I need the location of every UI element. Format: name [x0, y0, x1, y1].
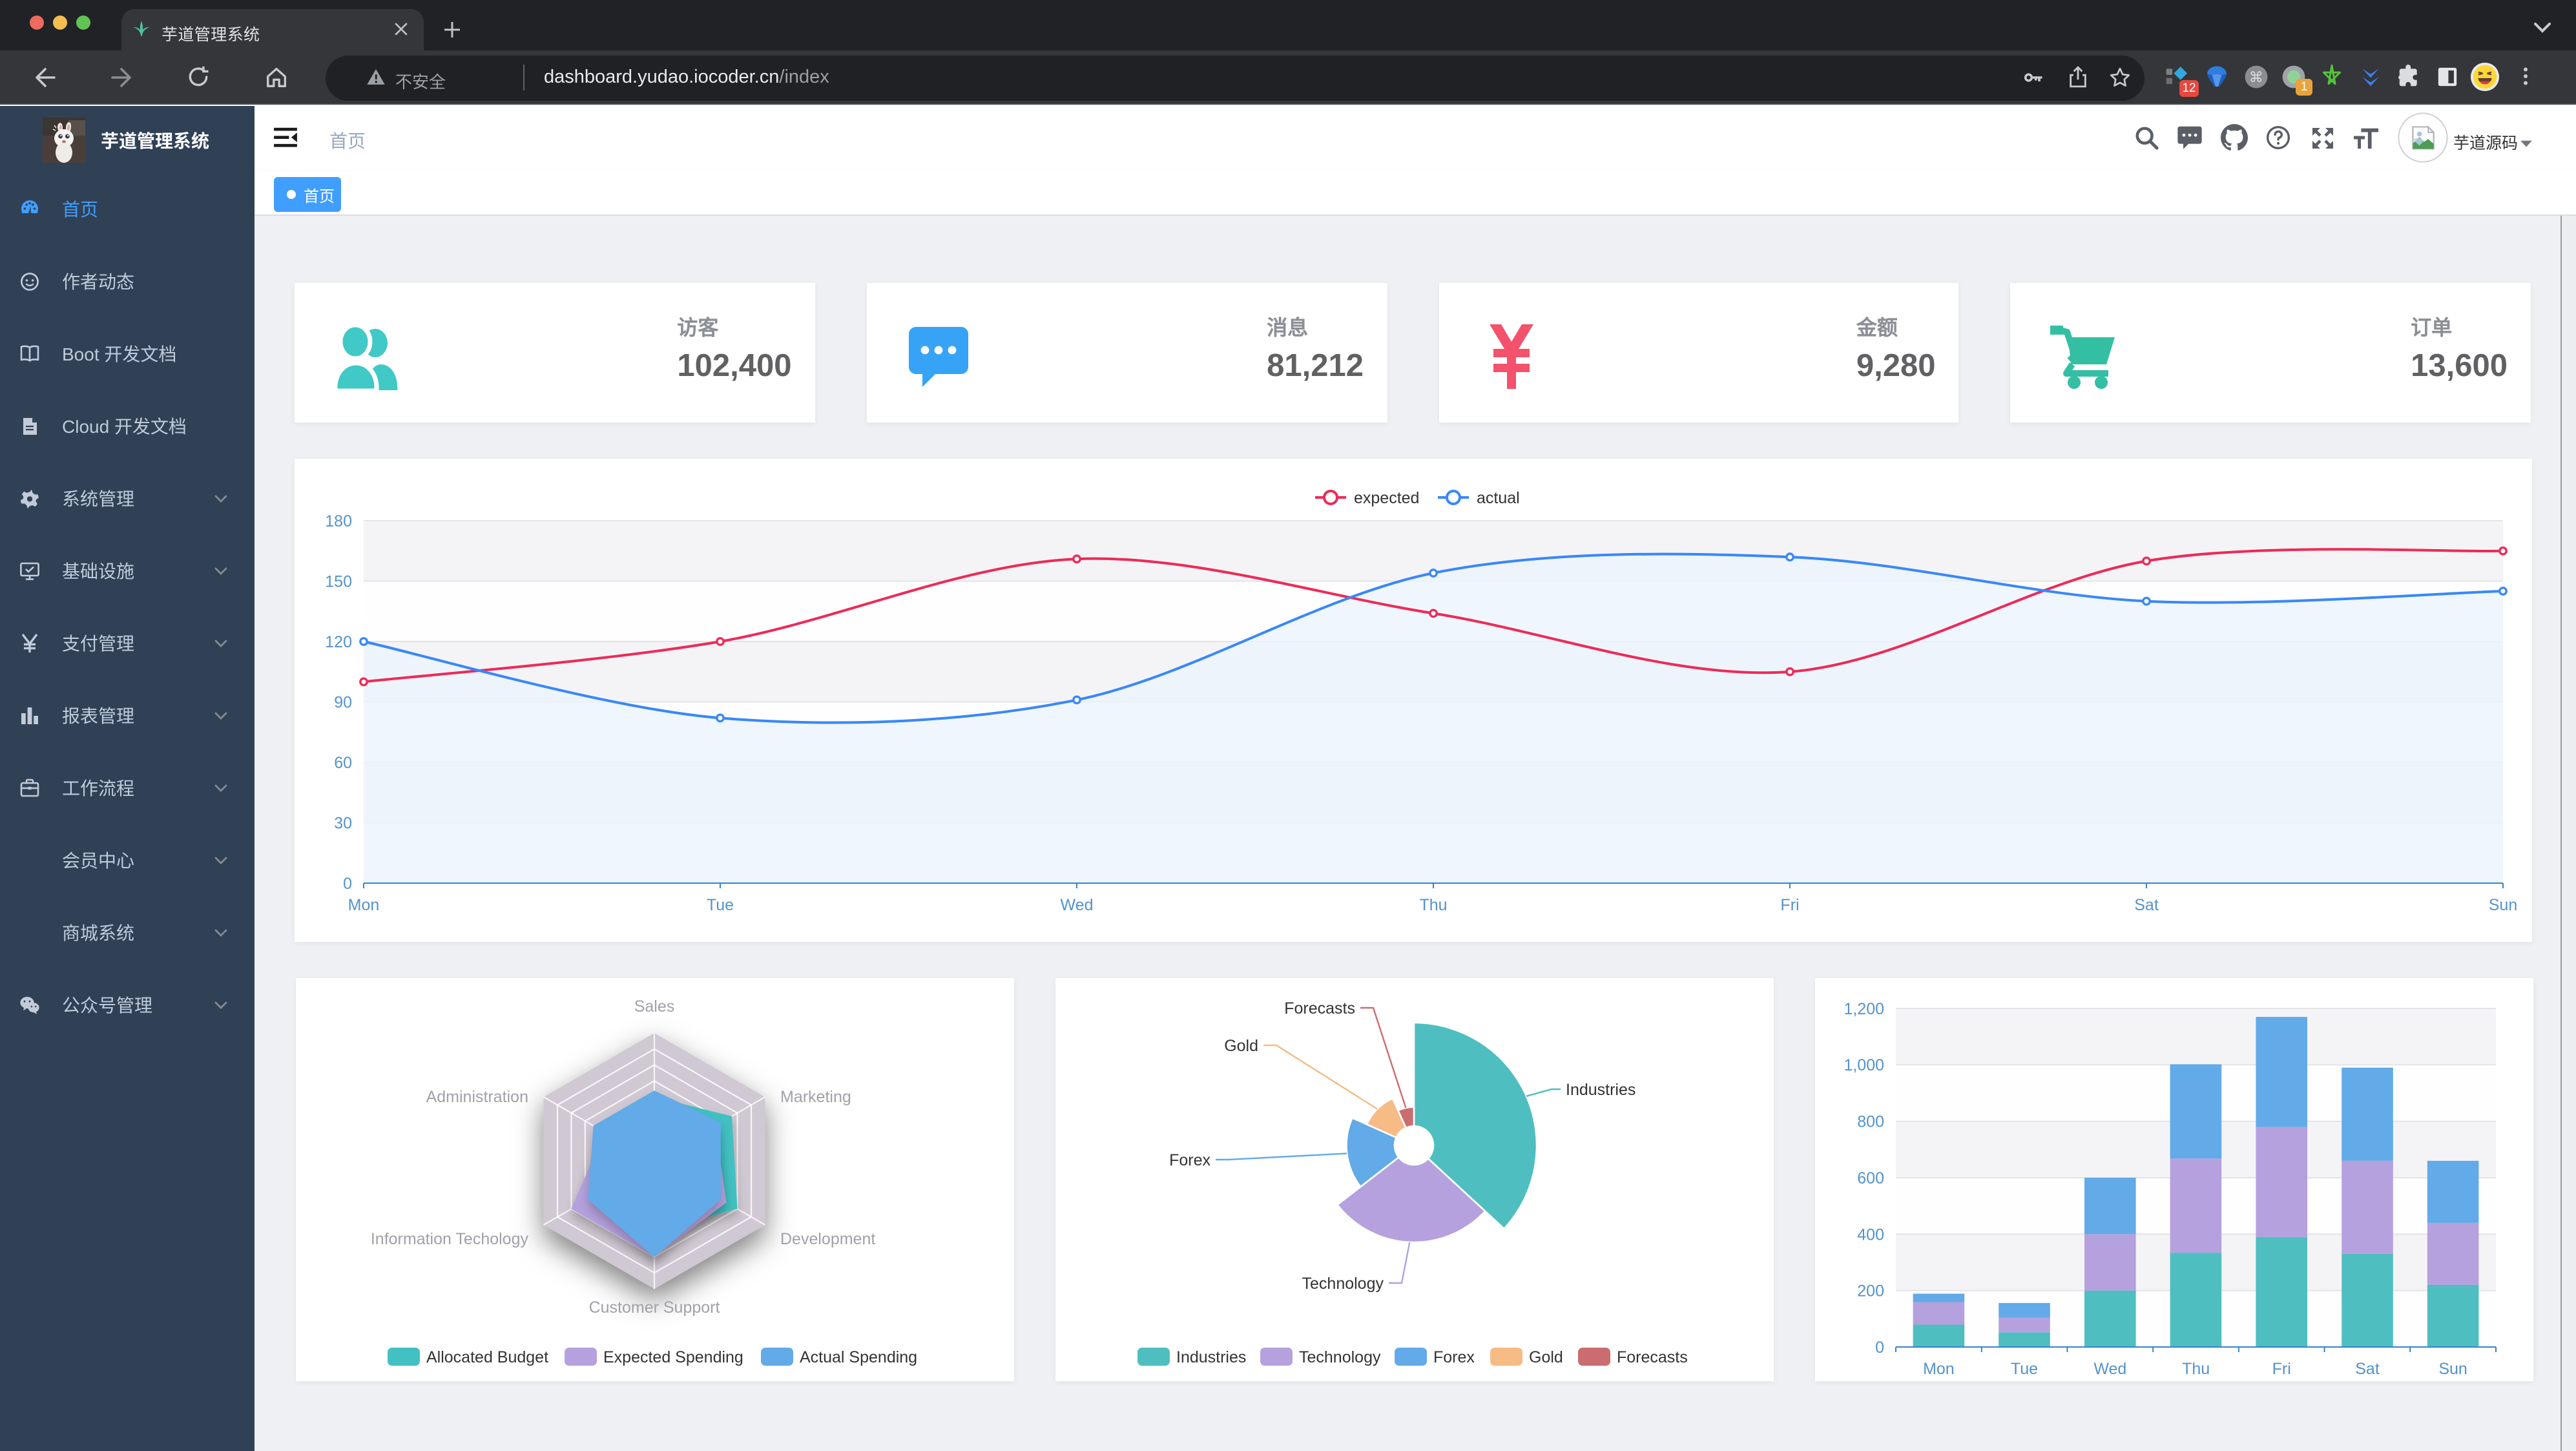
svg-text:120: 120 [325, 633, 352, 651]
svg-text:Technology: Technology [1302, 1275, 1384, 1293]
svg-text:90: 90 [334, 694, 352, 712]
svg-text:30: 30 [334, 814, 352, 832]
svg-text:Marketing: Marketing [780, 1088, 851, 1106]
svg-text:Tue: Tue [707, 896, 734, 914]
svg-text:Allocated Budget: Allocated Budget [426, 1348, 548, 1366]
svg-text:Sat: Sat [2355, 1360, 2380, 1378]
svg-text:Technology: Technology [1299, 1348, 1381, 1366]
svg-text:150: 150 [325, 572, 352, 590]
svg-text:1,200: 1,200 [1844, 1000, 1884, 1018]
svg-text:1,000: 1,000 [1844, 1056, 1884, 1074]
svg-text:expected: expected [1354, 489, 1419, 507]
svg-text:Sun: Sun [2438, 1360, 2467, 1378]
svg-text:60: 60 [334, 754, 352, 772]
svg-text:0: 0 [343, 875, 352, 893]
svg-text:Information Techology: Information Techology [371, 1230, 529, 1248]
svg-text:800: 800 [1857, 1113, 1884, 1131]
svg-text:Tue: Tue [2011, 1360, 2038, 1378]
svg-text:Industries: Industries [1176, 1348, 1246, 1366]
svg-text:Sun: Sun [2489, 896, 2517, 914]
svg-text:Thu: Thu [1419, 896, 1447, 914]
svg-text:Development: Development [780, 1230, 875, 1248]
svg-text:Mon: Mon [1923, 1360, 1955, 1378]
svg-text:Mon: Mon [348, 896, 380, 914]
svg-text:Wed: Wed [2093, 1360, 2126, 1378]
svg-text:180: 180 [325, 512, 352, 530]
svg-text:600: 600 [1857, 1169, 1884, 1187]
svg-text:Sales: Sales [634, 997, 675, 1016]
svg-text:Forex: Forex [1169, 1151, 1210, 1169]
svg-text:0: 0 [1875, 1339, 1884, 1357]
svg-text:Forex: Forex [1433, 1348, 1475, 1366]
svg-text:Fri: Fri [2272, 1360, 2291, 1378]
svg-text:Sat: Sat [2134, 896, 2159, 914]
svg-text:Actual Spending: Actual Spending [800, 1348, 917, 1366]
svg-text:Expected Spending: Expected Spending [603, 1348, 743, 1366]
svg-text:actual: actual [1477, 489, 1520, 507]
svg-text:Wed: Wed [1061, 896, 1094, 914]
svg-text:400: 400 [1857, 1226, 1884, 1244]
svg-text:200: 200 [1857, 1282, 1884, 1300]
svg-text:Gold: Gold [1529, 1348, 1563, 1366]
svg-text:Gold: Gold [1224, 1037, 1258, 1055]
svg-text:Administration: Administration [426, 1088, 528, 1106]
svg-text:Customer Support: Customer Support [589, 1299, 720, 1317]
svg-text:Industries: Industries [1566, 1081, 1636, 1099]
svg-text:Forecasts: Forecasts [1284, 999, 1355, 1018]
svg-text:Thu: Thu [2182, 1360, 2210, 1378]
svg-text:⌘: ⌘ [2249, 69, 2263, 85]
svg-text:Forecasts: Forecasts [1617, 1348, 1688, 1366]
svg-text:Fri: Fri [1780, 896, 1799, 914]
